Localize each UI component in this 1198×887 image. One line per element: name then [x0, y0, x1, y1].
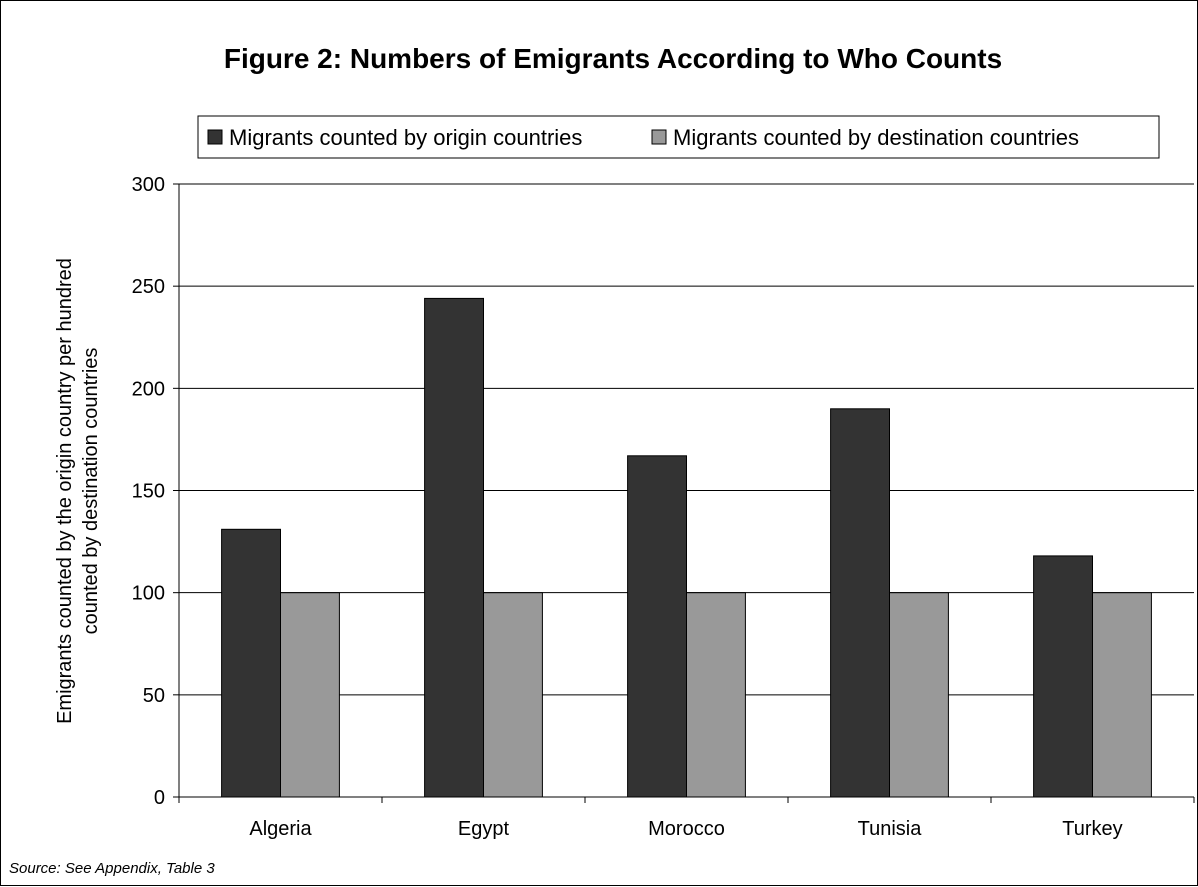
legend: Migrants counted by origin countries Mig… [197, 115, 1160, 159]
y-tick-label-100: 100 [132, 583, 165, 605]
bar-tunisia-series-2 [889, 592, 949, 798]
x-tick-label-tunisia: Tunisia [858, 818, 923, 840]
chart-title: Figure 2: Numbers of Emigrants According… [224, 43, 1002, 74]
bar-algeria-series-1 [221, 528, 282, 798]
y-tick-label-0: 0 [154, 787, 165, 809]
y-axis-title-line-1: Emigrants counted by the origin country … [54, 258, 76, 724]
legend-label-origin: Migrants counted by origin countries [229, 125, 582, 150]
y-tick-label-50: 50 [143, 685, 165, 707]
y-axis-title-line-2: counted by destination countries [80, 348, 102, 635]
bar-morocco-series-1 [627, 455, 687, 798]
legend-label-destination: Migrants counted by destination countrie… [673, 125, 1079, 150]
x-tick-labels: Algeria Egypt Morocco Tunisia Turkey [249, 818, 1122, 840]
legend-box [197, 115, 1160, 159]
legend-swatch-origin [207, 129, 223, 145]
bar-algeria-series-2 [280, 592, 340, 798]
source-note: Source: See Appendix, Table 3 [9, 860, 215, 877]
bar-turkey-series-1 [1033, 555, 1093, 798]
bar-tunisia-series-1 [830, 408, 890, 798]
bar-turkey-series-2 [1092, 592, 1152, 798]
bar-egypt-series-1 [424, 297, 485, 798]
x-tick-label-algeria: Algeria [249, 818, 312, 840]
y-tick-label-250: 250 [132, 276, 165, 298]
axes [173, 183, 1195, 803]
y-tick-label-200: 200 [132, 378, 165, 400]
x-tick-label-turkey: Turkey [1062, 818, 1122, 840]
legend-swatch-destination [651, 129, 667, 145]
y-tick-label-150: 150 [132, 481, 165, 503]
x-tick-label-morocco: Morocco [648, 818, 725, 840]
grid-lines [179, 183, 1194, 696]
x-tick-label-egypt: Egypt [458, 818, 510, 840]
bar-egypt-series-2 [483, 592, 543, 798]
bars [221, 297, 1152, 798]
y-tick-label-300: 300 [132, 174, 165, 196]
bar-morocco-series-2 [686, 592, 746, 798]
y-tick-labels: 0 50 100 150 200 250 300 [132, 174, 165, 809]
